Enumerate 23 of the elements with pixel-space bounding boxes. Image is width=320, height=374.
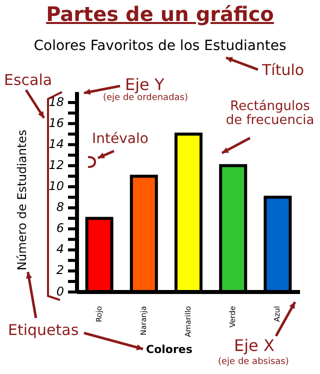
y-tick-label: 10	[48, 179, 64, 194]
y-tick-label: 0	[56, 284, 64, 298]
chart-title: Partes de un gráfico	[45, 2, 275, 26]
annotation: Eje Y	[125, 75, 164, 94]
x-axis-title: Colores	[146, 343, 192, 356]
y-tick-label: 4	[56, 242, 64, 256]
text: Eje X	[234, 336, 274, 355]
text: Título	[262, 61, 304, 79]
y-tick-label: 8	[56, 200, 64, 214]
y-tick-label: 16	[48, 116, 64, 130]
text: Escala	[4, 71, 52, 89]
y-axis-title: Número de Estudiantes	[15, 130, 29, 270]
chart-subtitle: Colores Favoritos de los Estudiantes	[32, 38, 288, 54]
y-tick-label: 18	[48, 94, 64, 109]
y-tick-label: 6	[56, 221, 64, 236]
annotation: (eje de ordenadas)	[103, 93, 188, 104]
y-tick-label: 12	[48, 158, 64, 172]
text: Etiquetas	[8, 321, 79, 339]
text: (eje de absisas)	[218, 357, 289, 368]
annotation: Rectángulos de frecuencia	[224, 99, 316, 129]
annotation: Intévalo	[92, 131, 148, 148]
y-tick-label: 2	[56, 263, 64, 278]
y-tick-label: 14	[48, 136, 64, 151]
